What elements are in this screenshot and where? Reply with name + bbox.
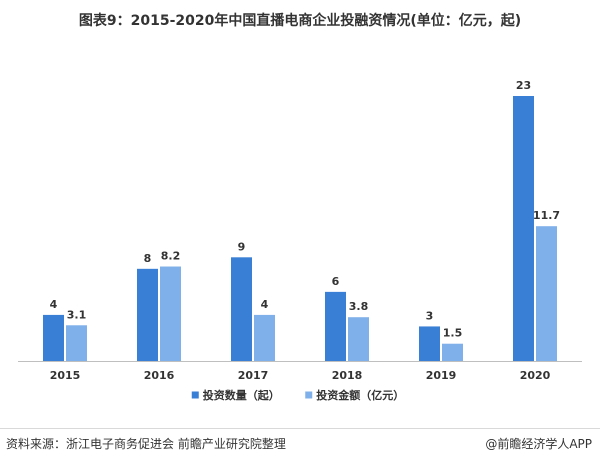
bar-2018-series-2 xyxy=(348,317,369,361)
bar-2020-series-1 xyxy=(513,96,534,361)
bar-2017-series-1 xyxy=(231,257,252,361)
data-label-2020-series-1: 23 xyxy=(516,79,531,92)
source-note: 资料来源：浙江电子商务促进会 前瞻产业研究院整理 xyxy=(6,437,286,451)
legend-swatch-series-1 xyxy=(191,391,199,399)
x-tick-label-2018: 2018 xyxy=(332,369,363,382)
bar-2016-series-2 xyxy=(160,266,181,361)
bar-2019-series-2 xyxy=(442,343,463,361)
bar-2017-series-2 xyxy=(254,314,275,361)
x-tick-label-2017: 2017 xyxy=(238,369,269,382)
data-label-2019-series-2: 1.5 xyxy=(443,327,463,340)
bar-2019-series-1 xyxy=(419,326,440,361)
x-tick-label-2019: 2019 xyxy=(426,369,457,382)
bar-2015-series-2 xyxy=(66,325,87,361)
brand-credit: @前瞻经济学人APP xyxy=(485,437,592,451)
bar-2015-series-1 xyxy=(43,314,64,361)
bar-2016-series-1 xyxy=(137,268,158,361)
data-label-2015-series-2: 3.1 xyxy=(67,308,87,321)
footer-divider xyxy=(0,428,600,429)
x-tick-label-2015: 2015 xyxy=(50,369,81,382)
legend: 投资数量（起） 投资金额（亿元） xyxy=(191,388,404,402)
bars-group xyxy=(43,96,557,361)
data-label-2018-series-1: 6 xyxy=(332,275,340,288)
data-label-2015-series-1: 4 xyxy=(50,298,58,311)
legend-label-series-2: 投资金额（亿元） xyxy=(316,388,404,402)
x-tick-label-2016: 2016 xyxy=(144,369,175,382)
data-label-2016-series-2: 8.2 xyxy=(161,250,181,263)
data-label-2019-series-1: 3 xyxy=(426,309,434,322)
bar-2020-series-2 xyxy=(536,226,557,361)
data-label-2016-series-1: 8 xyxy=(144,252,152,265)
x-tick-label-2020: 2020 xyxy=(520,369,551,382)
chart-title: 图表9：2015-2020年中国直播电商企业投融资情况(单位：亿元，起) xyxy=(78,13,522,29)
legend-swatch-series-2 xyxy=(305,391,313,399)
data-label-2020-series-2: 11.7 xyxy=(533,209,560,222)
data-labels-group: 4 3.1 8 8.2 9 4 6 3.8 3 1.5 23 11.7 xyxy=(50,79,560,340)
x-tick-labels-group: 2015 2016 2017 2018 2019 2020 xyxy=(50,369,551,382)
legend-label-series-1: 投资数量（起） xyxy=(203,388,280,402)
bar-2018-series-1 xyxy=(325,291,346,361)
data-label-2017-series-2: 4 xyxy=(261,298,269,311)
data-label-2017-series-1: 9 xyxy=(238,240,246,253)
data-label-2018-series-2: 3.8 xyxy=(349,300,369,313)
